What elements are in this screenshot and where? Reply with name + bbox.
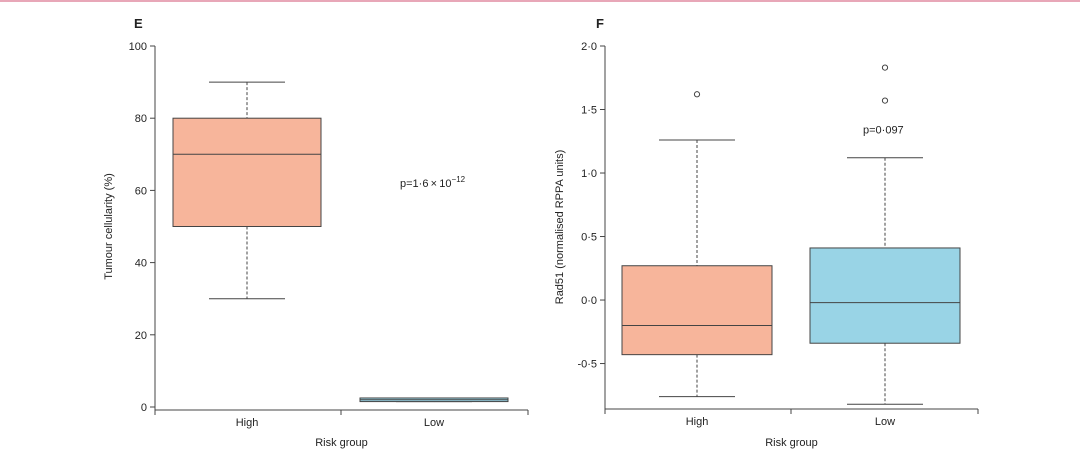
iqr-box (621, 265, 773, 356)
y-tick-label: 0 (141, 402, 147, 414)
panel-e: E 0 20 40 60 80 100 Tumour cellularity (%) High L… (103, 16, 529, 449)
outlier-point (881, 64, 889, 71)
box-low (359, 397, 509, 403)
box-low (809, 64, 961, 405)
y-tick-label: 60 (135, 185, 147, 197)
y-tick-label: -0·5 (577, 359, 597, 371)
outlier-point (881, 97, 889, 104)
panel-f: F -0·5 0·0 0·5 1·0 1·5 2·0 Rad51 (normalised RP… (554, 16, 979, 449)
y-tick-label: 40 (135, 258, 147, 270)
x-tick-label: High (236, 417, 259, 429)
y-axis-title: Rad51 (normalised RPPA units) (554, 150, 566, 304)
y-tick-label: 1·0 (581, 168, 597, 180)
panel-label: E (134, 16, 143, 31)
p-value-annotation: p=0·097 (863, 125, 904, 137)
box-high (621, 91, 773, 398)
y-tick-label: 1·5 (581, 105, 597, 117)
p-value-annotation: p=1·6 × 10−12 (400, 175, 466, 190)
box-high (172, 81, 322, 300)
y-tick-label: 100 (129, 41, 147, 53)
p-value-text: p=1·6 × 10 (400, 178, 452, 190)
x-tick-label: High (686, 416, 709, 428)
p-value-exponent: −12 (452, 175, 466, 184)
outlier-point (693, 91, 701, 98)
x-axis-title: Risk group (765, 437, 818, 449)
y-axis-title: Tumour cellularity (%) (103, 173, 115, 280)
top-rule (0, 0, 1080, 2)
iqr-box (172, 117, 322, 227)
y-tick-label: 20 (135, 330, 147, 342)
x-tick-label: Low (424, 417, 444, 429)
y-tick-label: 0·0 (581, 295, 597, 307)
x-tick-label: Low (875, 416, 895, 428)
panel-label: F (596, 16, 604, 31)
y-tick-label: 80 (135, 113, 147, 125)
y-tick-label: 0·5 (581, 232, 597, 244)
y-tick-label: 2·0 (581, 41, 597, 53)
p-value-text: p=0·097 (863, 125, 904, 137)
x-axis-title: Risk group (315, 437, 368, 449)
iqr-box (809, 247, 961, 344)
